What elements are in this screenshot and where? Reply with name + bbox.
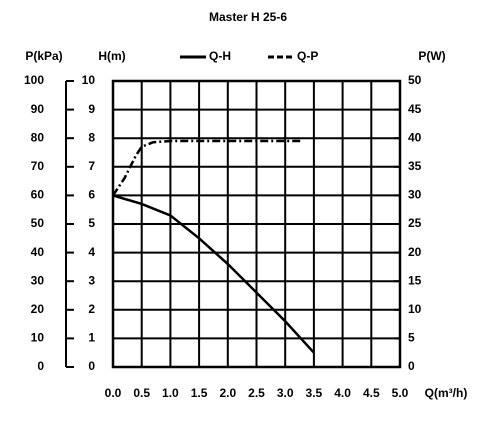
y-tick-label: 2 [88,302,95,316]
y-tick-label: 0 [88,359,95,373]
x-tick-label: 0.0 [105,386,122,400]
y2-tick-label: 0 [408,359,415,373]
y-tick-label: 8 [88,130,95,144]
y2-tick-label: 40 [408,130,422,144]
y2-tick-label: 15 [408,273,422,287]
y3-tick-label: 20 [31,302,45,316]
y-axis-label: H(m) [98,49,125,63]
y3-tick-label: 10 [31,331,45,345]
y3-tick-label: 90 [31,102,45,116]
y2-tick-label: 5 [408,331,415,345]
y-tick-label: 4 [88,245,95,259]
y3-axis-label: P(kPa) [25,49,62,63]
y-tick-label: 7 [88,159,95,173]
y2-tick-label: 20 [408,245,422,259]
x-tick-label: 2.5 [248,386,265,400]
y3-tick-label: 40 [31,245,45,259]
y2-tick-label: 45 [408,102,422,116]
y2-tick-label: 10 [408,302,422,316]
y-tick-label: 10 [82,73,96,87]
plot-frame [111,79,402,369]
y3-tick-label: 100 [24,73,44,87]
y2-tick-label: 50 [408,73,422,87]
y-tick-label: 1 [88,331,95,345]
y3-tick-label: 0 [37,359,44,373]
series-line [112,194,315,354]
y3-tick-label: 80 [31,130,45,144]
x-tick-label: 1.0 [162,386,179,400]
y3-tick-label: 30 [31,273,45,287]
y2-tick-label: 25 [408,216,422,230]
x-tick-label: 0.5 [133,386,150,400]
legend-label: Q-H [209,49,231,63]
y2-axis-label: P(W) [418,49,445,63]
y2-tick-label: 30 [408,188,422,202]
series-line [111,139,303,197]
x-tick-label: 4.0 [334,386,351,400]
chart-title: Master H 25-6 [209,10,287,24]
y2-tick-label: 35 [408,159,422,173]
x-tick-label: 4.5 [363,386,380,400]
y3-tick-label: 70 [31,159,45,173]
x-tick-label: 1.5 [191,386,208,400]
x-tick-label: 2.0 [219,386,236,400]
legend-label: Q-P [297,49,318,63]
x-tick-label: 3.5 [306,386,323,400]
y3-tick-label: 50 [31,216,45,230]
y-tick-label: 9 [88,102,95,116]
x-tick-label: 3.0 [277,386,294,400]
y-tick-label: 6 [88,188,95,202]
y-tick-label: 5 [88,216,95,230]
x-tick-label: 5.0 [392,386,409,400]
y3-tick-label: 60 [31,188,45,202]
y-tick-label: 3 [88,273,95,287]
x-axis-label: Q(m³/h) [425,386,468,400]
